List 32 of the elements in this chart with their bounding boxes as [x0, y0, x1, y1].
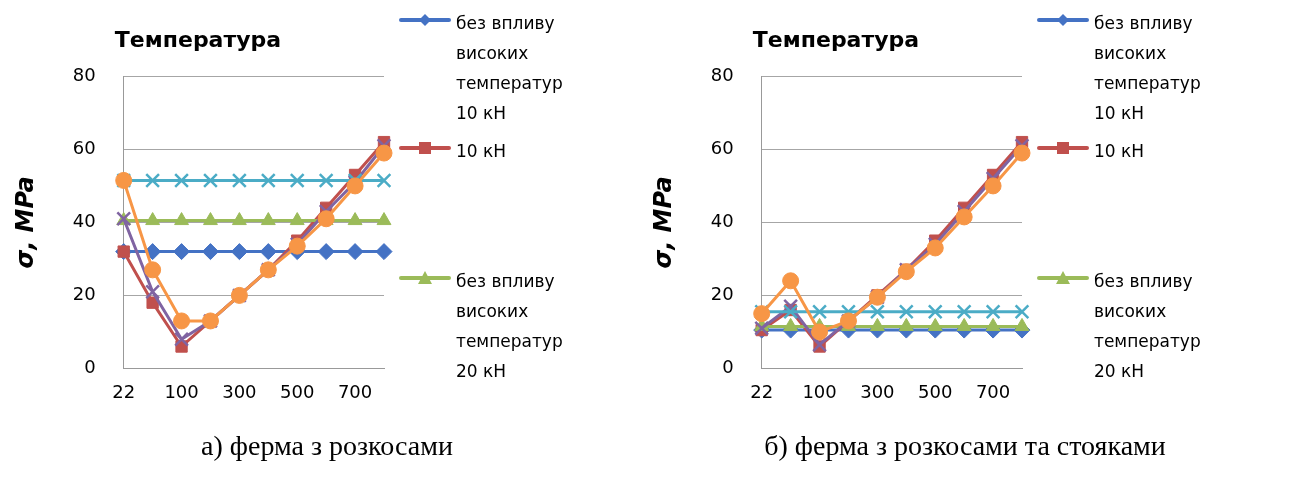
y-tick-label: 80 [710, 64, 734, 86]
y-tick-label: 60 [72, 137, 96, 159]
x-tick-label: 700 [975, 380, 1011, 402]
text: б) ферма з розкосами та стояками [764, 430, 1166, 462]
y-tick-label: 0 [722, 356, 734, 378]
x-tick-label: 300 [860, 380, 895, 402]
legend-label: без впливу високих температур 10 кН [1094, 12, 1202, 125]
x-tick-label: 22 [112, 380, 136, 402]
y-tick-label: 40 [72, 210, 96, 232]
legend-label: без впливу високих температур 10 кН [456, 12, 564, 125]
x-tick-label: 100 [164, 380, 199, 402]
y-tick-label: 20 [710, 283, 734, 305]
y-axis-title: σ, MPa [648, 176, 677, 269]
text: а) ферма з розкосами [201, 430, 453, 462]
x-tick-label: 100 [802, 380, 837, 402]
legend-label: без впливу високих температур 20 кН [456, 270, 564, 383]
y-tick-label: 80 [72, 64, 96, 86]
x-tick-label: 500 [918, 380, 953, 402]
chart-title: Температура [752, 26, 920, 52]
y-tick-label: 0 [84, 356, 96, 378]
legend-label: без впливу високих температур 20 кН [1094, 270, 1202, 383]
y-tick-label: 40 [710, 210, 734, 232]
y-tick-label: 20 [72, 283, 96, 305]
chart-title: Температура [114, 26, 282, 52]
legend-label: 10 кН [456, 140, 507, 163]
x-tick-label: 500 [280, 380, 315, 402]
x-tick-label: 22 [750, 380, 774, 402]
x-tick-label: 700 [337, 380, 373, 402]
legend-label: 10 кН [1094, 140, 1145, 163]
y-tick-label: 60 [710, 137, 734, 159]
y-axis-title: σ, MPa [10, 176, 39, 269]
x-tick-label: 300 [222, 380, 257, 402]
